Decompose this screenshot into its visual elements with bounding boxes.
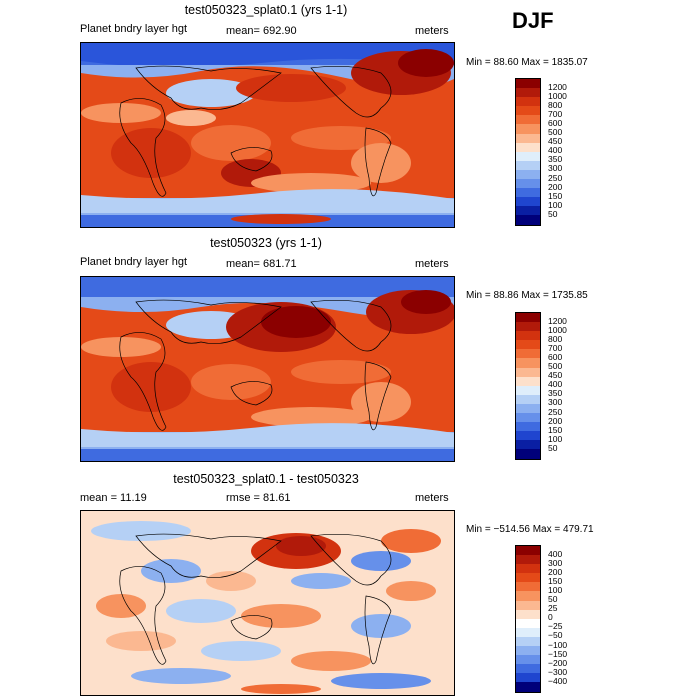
panel-3-cbar-label: 400 <box>548 549 563 559</box>
panel-3-colorbar <box>515 545 541 693</box>
panel-3-cbar-label: −300 <box>548 667 568 677</box>
panel-2-cbar-label: 800 <box>548 334 563 344</box>
panel-3-min-max: Min = −514.56 Max = 479.71 <box>466 524 594 535</box>
panel-1-cbar-label: 500 <box>548 127 563 137</box>
panel-2-cbar-label: 400 <box>548 379 563 389</box>
panel-1-min-max: Min = 88.60 Max = 1835.07 <box>466 57 588 68</box>
panel-2-cbar-label: 150 <box>548 425 563 435</box>
panel-2-map <box>80 276 455 462</box>
panel-1-colorbar <box>515 78 541 226</box>
panel-1-map <box>80 42 455 228</box>
panel-1-cbar-label: 300 <box>548 163 563 173</box>
panel-1-cbar-label: 400 <box>548 145 563 155</box>
panel-1-units: meters <box>415 25 449 37</box>
panel-1-map-field <box>81 43 454 227</box>
panel-1-cbar-label: 150 <box>548 191 563 201</box>
panel-2-cbar-label: 250 <box>548 407 563 417</box>
panel-3-rmse: rmse = 81.61 <box>226 492 291 504</box>
panel-3-cbar-label: −150 <box>548 649 568 659</box>
panel-1-title: test050323_splat0.1 (yrs 1-1) <box>184 3 348 17</box>
panel-2-cbar-label: 1200 <box>548 316 567 326</box>
panel-3-map <box>80 510 455 696</box>
panel-2-cbar-label: 500 <box>548 361 563 371</box>
panel-3-cbar-label: 25 <box>548 603 558 613</box>
panel-1-mean: mean= 692.90 <box>226 25 297 37</box>
panel-1-cbar-label: 1000 <box>548 91 567 101</box>
panel-2-cbar-label: 350 <box>548 388 563 398</box>
panel-3-cbar-label: 0 <box>548 612 553 622</box>
panel-3-cbar-label: −50 <box>548 630 563 640</box>
panel-2-cbar-label: 600 <box>548 352 563 362</box>
panel-2-cbar-label: 1000 <box>548 325 567 335</box>
panel-2-min-max: Min = 88.86 Max = 1735.85 <box>466 290 588 301</box>
panel-2-map-field <box>81 277 454 461</box>
panel-2-cbar-label: 100 <box>548 434 563 444</box>
panel-1-cbar-label: 450 <box>548 136 563 146</box>
panel-1-variable-label: Planet bndry layer hgt <box>80 23 188 35</box>
panel-1-cbar-label: 800 <box>548 100 563 110</box>
panel-1-cbar-label: 350 <box>548 154 563 164</box>
panel-3-cbar-label: −200 <box>548 658 568 668</box>
panel-3-cbar-label: 50 <box>548 594 558 604</box>
panel-2-cbar-label: 200 <box>548 416 563 426</box>
panel-3-cbar-label: 100 <box>548 585 563 595</box>
panel-3-cbar-label: −400 <box>548 676 568 686</box>
panel-3-cbar-label: −100 <box>548 640 568 650</box>
panel-3-cbar-label: 200 <box>548 567 563 577</box>
panel-1-cbar-label: 200 <box>548 182 563 192</box>
panel-3-mean: mean = 11.19 <box>80 492 147 504</box>
panel-1-cbar-label: 100 <box>548 200 563 210</box>
panel-3-title: test050323_splat0.1 - test050323 <box>173 472 359 486</box>
panel-1-cbar-label: 600 <box>548 118 563 128</box>
panel-3-cbar-label: 300 <box>548 558 563 568</box>
panel-2-variable-label: Planet bndry layer hgt <box>80 256 188 268</box>
season-label: DJF <box>512 8 554 33</box>
panel-2-cbar-label: 450 <box>548 370 563 380</box>
panel-2-title: test050323 (yrs 1-1) <box>210 236 322 250</box>
panel-1-cbar-label: 250 <box>548 173 563 183</box>
panel-2-mean: mean= 681.71 <box>226 258 297 270</box>
panel-2-cbar-label: 700 <box>548 343 563 353</box>
panel-1-cbar-label: 1200 <box>548 82 567 92</box>
panel-3-units: meters <box>415 492 449 504</box>
panel-3-map-field <box>81 511 454 695</box>
panel-2-cbar-label: 50 <box>548 443 558 453</box>
panel-1-cbar-label: 50 <box>548 209 558 219</box>
panel-2-cbar-label: 300 <box>548 397 563 407</box>
panel-1-cbar-label: 700 <box>548 109 563 119</box>
panel-2-colorbar <box>515 312 541 460</box>
panel-2-units: meters <box>415 258 449 270</box>
panel-3-cbar-label: 150 <box>548 576 563 586</box>
panel-3-cbar-label: −25 <box>548 621 563 631</box>
